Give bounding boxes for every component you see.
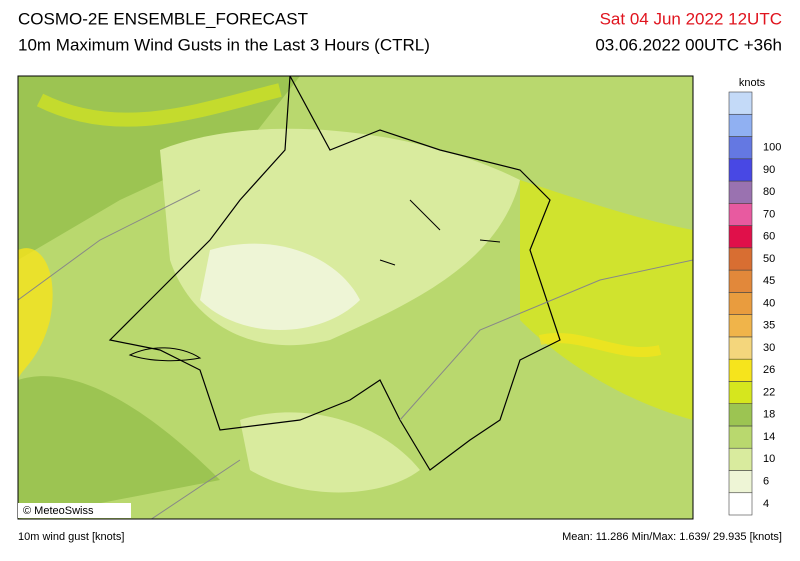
legend-label: 30: [763, 342, 775, 354]
credit: © MeteoSwiss: [23, 505, 94, 517]
footer-variable: 10m wind gust [knots]: [18, 531, 124, 543]
legend-label: 35: [763, 320, 775, 332]
legend-label: 60: [763, 231, 775, 243]
title: COSMO-2E ENSEMBLE_FORECAST: [18, 9, 308, 28]
legend-label: 18: [763, 409, 775, 421]
color-box: [728, 113, 753, 137]
color-box: [728, 225, 753, 249]
color-box: [728, 247, 753, 271]
legend-label: 4: [763, 498, 769, 510]
color-box: [728, 336, 753, 360]
legend-label: 10: [763, 453, 775, 465]
color-box: [728, 358, 753, 382]
legend-label: 14: [763, 431, 775, 443]
legend-label: 45: [763, 275, 775, 287]
color-box: [728, 91, 753, 115]
legend: knots 4 6 10 14 18 22 26 30 35 40 45 50 60 70 80 90 100: [728, 77, 781, 516]
color-box: [728, 292, 753, 315]
color-box: [728, 314, 753, 338]
legend-label: 40: [763, 297, 775, 309]
credit-box: [18, 503, 131, 518]
color-box: [728, 425, 753, 449]
legend-label: 100: [763, 142, 781, 154]
color-box: [728, 180, 753, 204]
legend-label: 6: [763, 476, 769, 488]
color-box: [728, 269, 753, 293]
color-box: [728, 381, 753, 404]
legend-label: 26: [763, 364, 775, 376]
legend-label: 70: [763, 208, 775, 220]
footer-stats: Mean: 11.286 Min/Max: 1.639/ 29.935 [kno…: [562, 531, 782, 543]
run-time: 03.06.2022 00UTC +36h: [595, 35, 782, 54]
color-box: [728, 403, 753, 427]
legend-label: 90: [763, 164, 775, 176]
legend-label: 22: [763, 386, 775, 398]
color-box: [728, 447, 753, 471]
color-box: [728, 203, 753, 226]
map: © MeteoSwiss: [17, 75, 694, 520]
color-box: [728, 158, 753, 182]
color-box: [728, 470, 753, 494]
color-box: [728, 492, 753, 516]
valid-time: Sat 04 Jun 2022 12UTC: [600, 9, 782, 28]
legend-label: 50: [763, 253, 775, 265]
legend-unit: knots: [739, 77, 766, 89]
subtitle: 10m Maximum Wind Gusts in the Last 3 Hou…: [18, 35, 430, 54]
legend-label: 80: [763, 186, 775, 198]
color-box: [728, 136, 753, 160]
